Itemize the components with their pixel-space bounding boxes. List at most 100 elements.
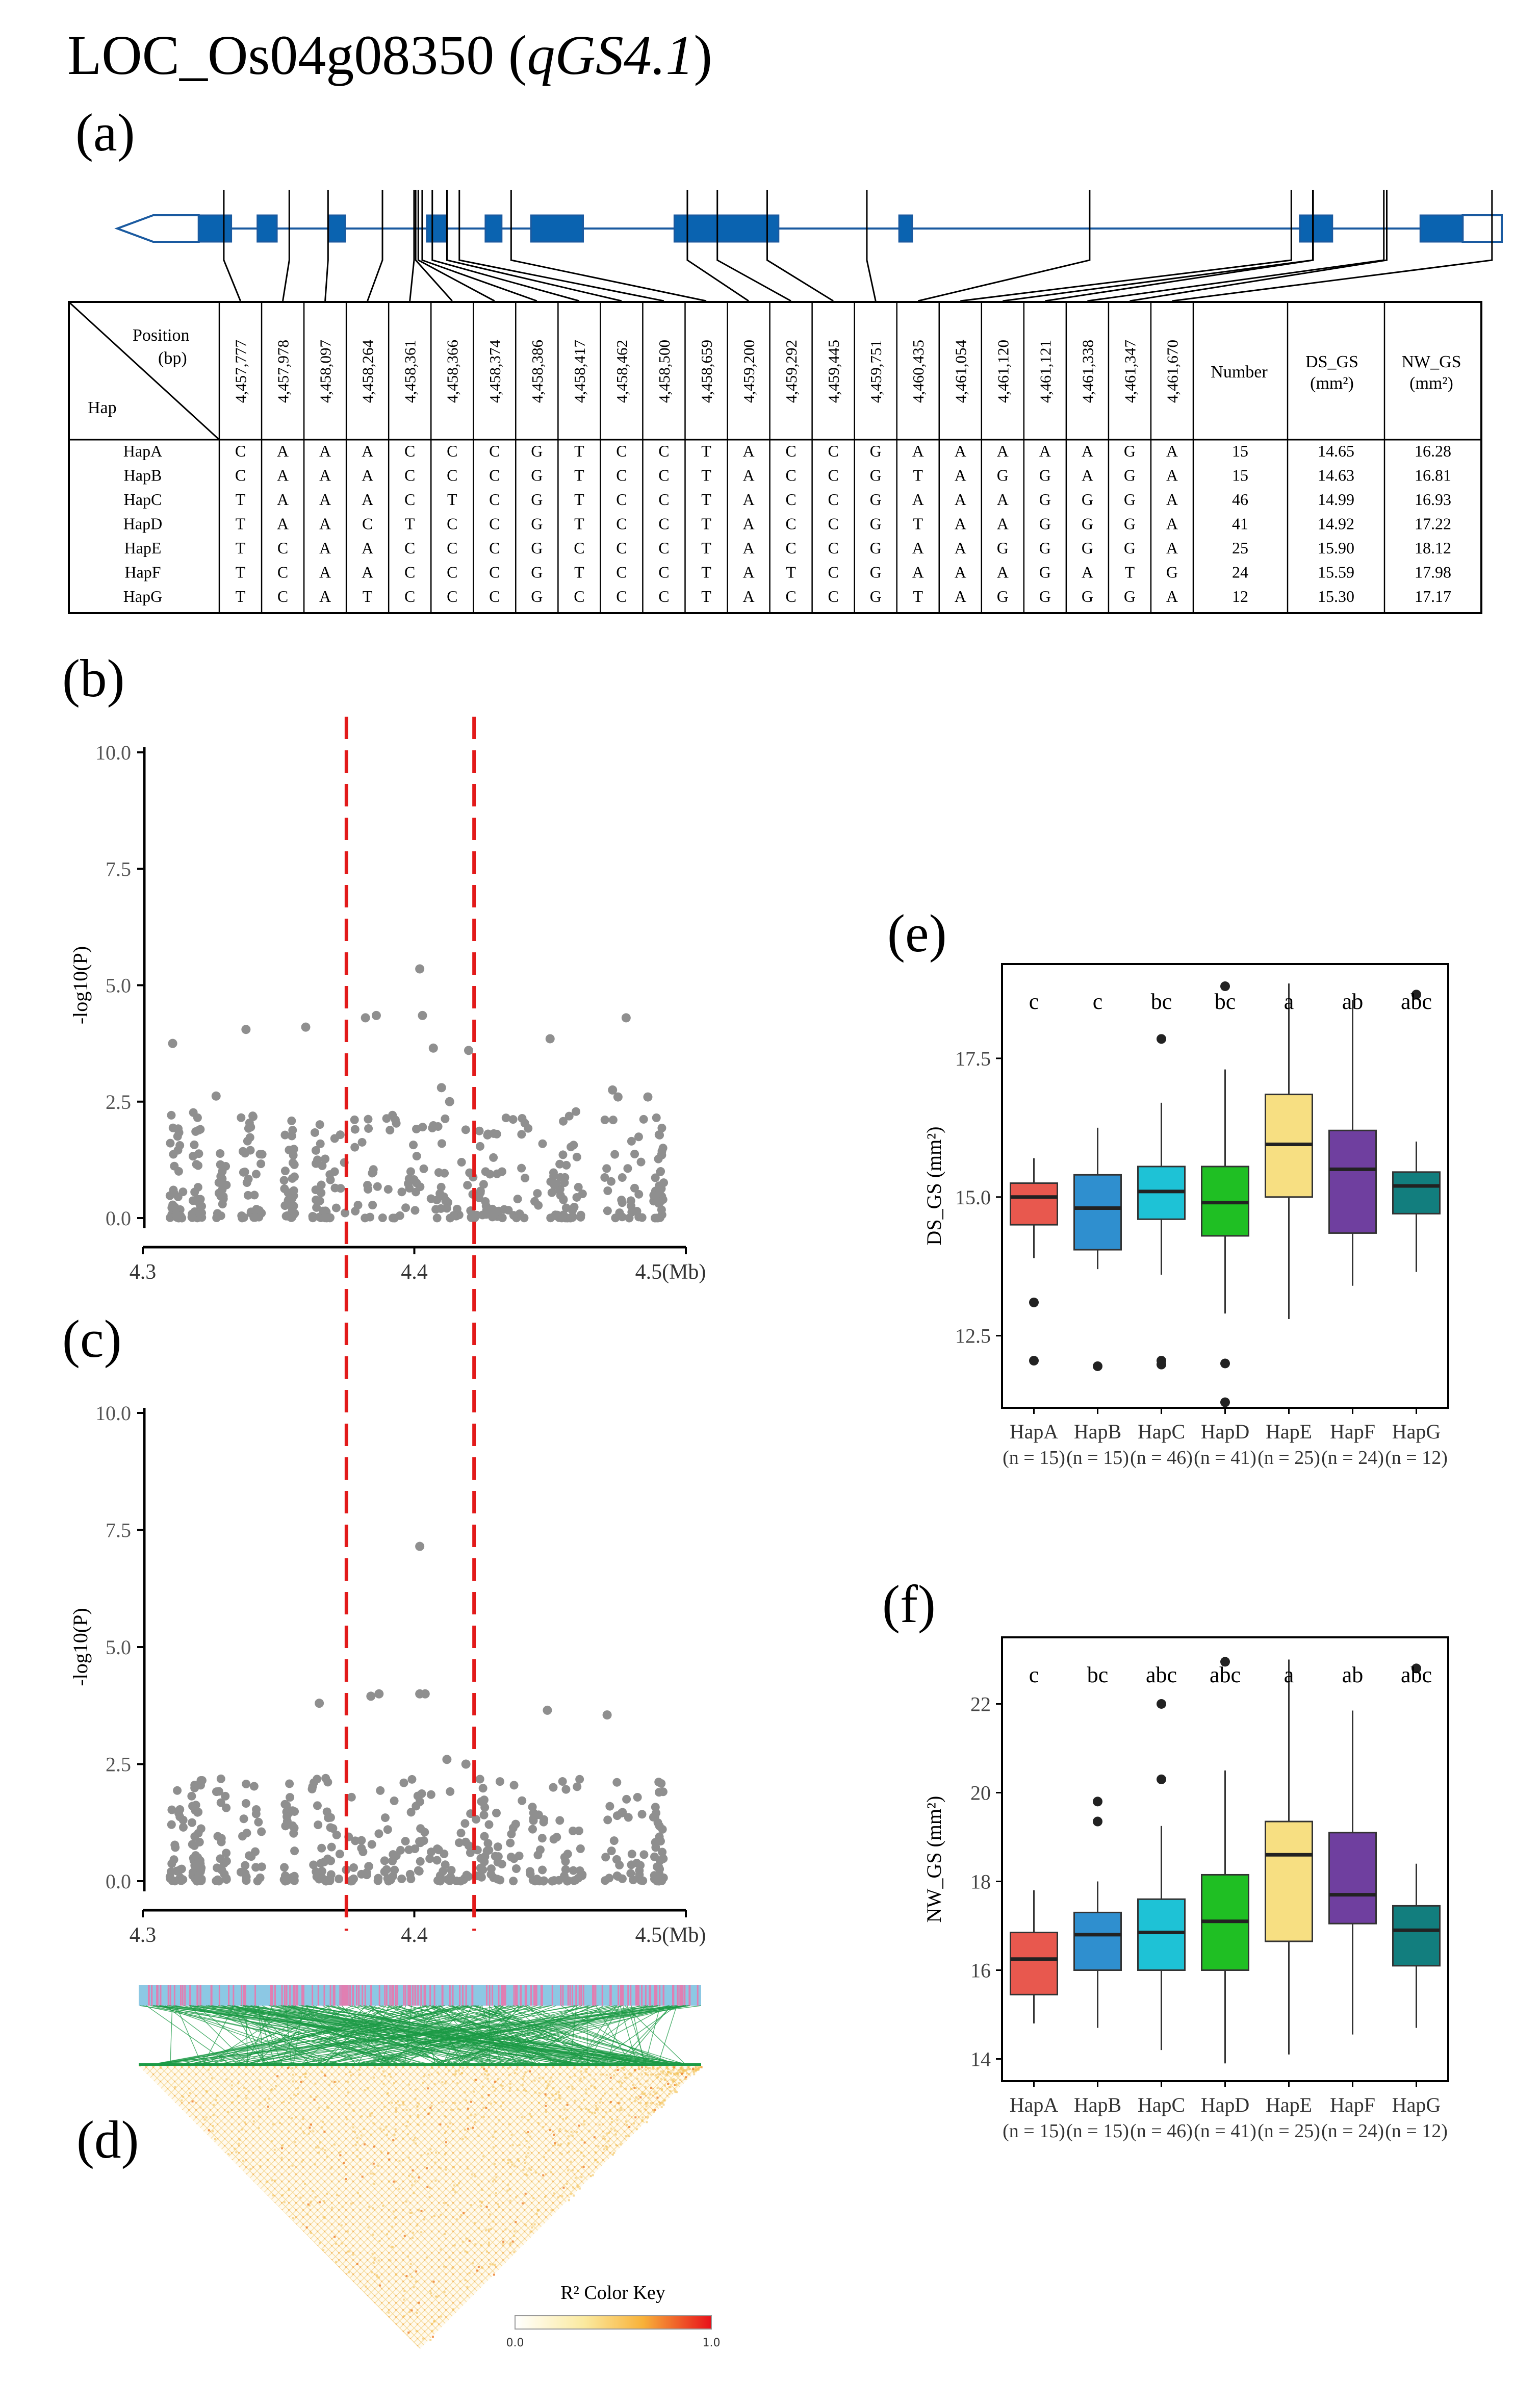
category-label: HapB bbox=[1074, 1420, 1121, 1443]
allele-cell: A bbox=[319, 563, 331, 581]
ld-cell bbox=[629, 2072, 632, 2074]
ld-cell bbox=[359, 2158, 362, 2161]
ld-cell bbox=[576, 2149, 579, 2152]
allele-cell: A bbox=[955, 466, 966, 485]
ld-cell bbox=[514, 2165, 516, 2168]
snp-point bbox=[332, 1830, 341, 1839]
ld-cell bbox=[346, 2118, 348, 2121]
allele-cell: G bbox=[1124, 587, 1136, 605]
snp-density-tick bbox=[151, 1985, 153, 2006]
snp-point bbox=[605, 1874, 614, 1883]
ld-cell bbox=[599, 2073, 602, 2076]
snp-density-tick bbox=[370, 1985, 372, 2006]
ld-cell bbox=[553, 2192, 555, 2195]
snp-point bbox=[528, 1876, 537, 1885]
ld-cell bbox=[645, 2068, 647, 2071]
ld-cell bbox=[409, 2212, 412, 2214]
allele-cell: G bbox=[1124, 539, 1136, 557]
ld-cell bbox=[199, 2106, 202, 2109]
snp-point bbox=[492, 1808, 501, 1817]
allele-cell: T bbox=[913, 466, 923, 485]
allele-cell: A bbox=[912, 442, 924, 460]
snp-density-tick bbox=[449, 1985, 451, 2006]
ld-cell bbox=[312, 2190, 314, 2192]
ld-cell bbox=[341, 2242, 343, 2245]
allele-cell: A bbox=[362, 466, 373, 485]
snp-point bbox=[212, 1213, 221, 1222]
allele-cell: C bbox=[235, 466, 246, 485]
ld-cell bbox=[462, 2066, 465, 2069]
ld-cell bbox=[628, 2114, 631, 2117]
snp-position-label: 4,457,777 bbox=[232, 340, 250, 403]
snp-point bbox=[288, 1206, 297, 1216]
ld-cell bbox=[583, 2141, 586, 2144]
ld-cell bbox=[361, 2115, 363, 2118]
snp-density-bar bbox=[139, 1985, 701, 2006]
ld-cell bbox=[387, 2152, 390, 2155]
ld-cell bbox=[645, 2103, 647, 2105]
x-tick-label: 4.4 bbox=[401, 1924, 428, 1947]
ld-cell bbox=[310, 2123, 313, 2126]
ld-cell bbox=[352, 2254, 354, 2256]
snp-point bbox=[447, 1866, 456, 1875]
snp-point bbox=[166, 1213, 175, 1222]
snp-point bbox=[316, 1139, 325, 1148]
color-key-bar bbox=[515, 2315, 712, 2330]
ld-cell bbox=[674, 2079, 677, 2082]
ld-cell bbox=[382, 2205, 384, 2207]
ld-cell bbox=[297, 2092, 299, 2095]
ld-cell bbox=[291, 2117, 293, 2119]
ld-cell bbox=[365, 2285, 367, 2288]
ld-cell bbox=[452, 2308, 454, 2311]
ld-cell bbox=[410, 2184, 413, 2187]
snp-point bbox=[533, 1851, 543, 1860]
ld-cell bbox=[443, 2115, 446, 2117]
snp-point bbox=[600, 1173, 609, 1182]
snp-point bbox=[486, 1870, 496, 1879]
snp-point-high bbox=[621, 1013, 631, 1023]
snp-density-tick bbox=[424, 1985, 426, 2006]
allele-cell: G bbox=[1082, 539, 1093, 557]
snp-link-line bbox=[348, 2005, 638, 2064]
snp-connector bbox=[431, 190, 580, 302]
box bbox=[1073, 1911, 1122, 1971]
row-ds-gs: 15.90 bbox=[1318, 539, 1354, 557]
ld-cell bbox=[688, 2068, 690, 2070]
ld-cell bbox=[431, 2330, 433, 2332]
snp-point bbox=[480, 1832, 489, 1841]
snp-point bbox=[539, 1877, 548, 1886]
category-count: (n = 46) bbox=[1130, 1447, 1193, 1469]
ld-cell bbox=[379, 2127, 382, 2130]
ld-cell bbox=[667, 2071, 670, 2073]
snp-point-high bbox=[543, 1705, 552, 1715]
ld-cell bbox=[265, 2181, 268, 2183]
snp-position-label: 4,459,292 bbox=[782, 340, 800, 403]
snp-point bbox=[197, 1202, 207, 1211]
allele-cell: C bbox=[785, 490, 796, 509]
ld-cell bbox=[546, 2087, 549, 2089]
allele-cell: A bbox=[1039, 442, 1051, 460]
ld-cell bbox=[278, 2122, 281, 2124]
allele-cell: C bbox=[785, 587, 796, 605]
snp-point bbox=[615, 1861, 624, 1870]
snp-point bbox=[380, 1856, 389, 1865]
ld-cell bbox=[680, 2068, 682, 2071]
ld-cell bbox=[452, 2189, 455, 2191]
ld-cell bbox=[160, 2066, 162, 2069]
snp-point bbox=[574, 1874, 583, 1883]
allele-cell: A bbox=[362, 490, 373, 509]
ld-cell bbox=[669, 2072, 672, 2074]
allele-cell: C bbox=[828, 539, 838, 557]
ld-cell bbox=[641, 2116, 644, 2119]
snp-connector bbox=[324, 190, 329, 301]
ld-cell bbox=[645, 2105, 648, 2108]
ld-cell bbox=[682, 2071, 684, 2074]
ld-cell bbox=[578, 2187, 581, 2190]
allele-cell: A bbox=[955, 563, 966, 581]
ld-cell bbox=[239, 2138, 241, 2141]
ld-cell bbox=[685, 2076, 687, 2079]
allele-cell: A bbox=[362, 539, 373, 557]
snp-link-line bbox=[170, 2005, 173, 2064]
snp-point bbox=[171, 1843, 180, 1852]
